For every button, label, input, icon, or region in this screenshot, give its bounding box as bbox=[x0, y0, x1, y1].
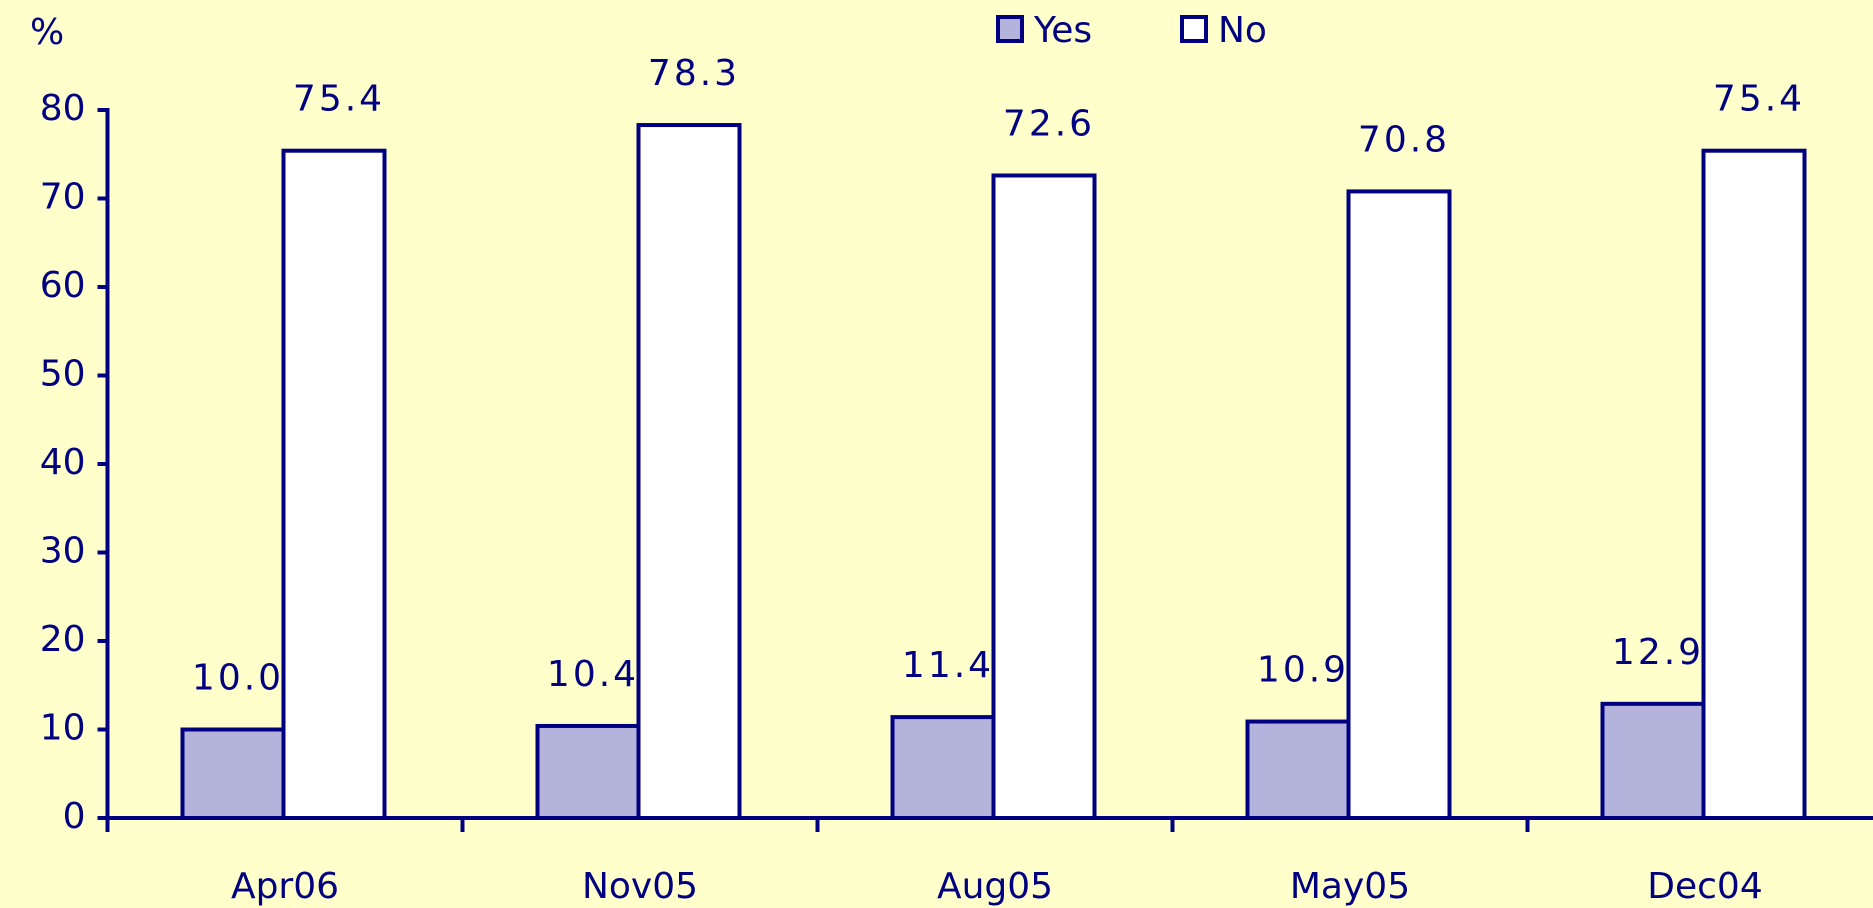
bar bbox=[636, 123, 742, 821]
value-label: 12.9 bbox=[1612, 632, 1704, 673]
value-label: 10.4 bbox=[547, 654, 639, 695]
bar bbox=[281, 148, 387, 820]
y-tick-label: 50 bbox=[40, 354, 86, 395]
bar bbox=[180, 727, 286, 820]
value-label: 10.9 bbox=[1257, 650, 1349, 691]
bar bbox=[1245, 719, 1351, 820]
y-tick-label: 80 bbox=[40, 88, 86, 129]
bar bbox=[1600, 701, 1706, 821]
x-tick-label: Apr06 bbox=[231, 866, 339, 907]
y-tick-label: 70 bbox=[40, 177, 86, 218]
y-tick-label: 20 bbox=[40, 619, 86, 660]
bar bbox=[1701, 148, 1807, 820]
y-tick-label: 0 bbox=[63, 796, 86, 837]
value-label: 75.4 bbox=[293, 79, 385, 120]
bar bbox=[991, 173, 1097, 821]
legend-swatch bbox=[996, 15, 1024, 43]
value-label: 11.4 bbox=[902, 645, 994, 686]
value-label: 75.4 bbox=[1713, 79, 1805, 120]
y-tick-label: 10 bbox=[40, 708, 86, 749]
legend-label: Yes bbox=[1033, 10, 1092, 51]
value-label: 10.0 bbox=[192, 658, 284, 699]
y-tick-label: 60 bbox=[40, 265, 86, 306]
x-tick-label: May05 bbox=[1290, 866, 1410, 907]
value-label: 72.6 bbox=[1003, 103, 1095, 144]
value-label: 78.3 bbox=[648, 53, 740, 94]
legend-swatch bbox=[1180, 15, 1208, 43]
value-label: 70.8 bbox=[1358, 119, 1450, 160]
bar bbox=[535, 723, 641, 821]
legend-label: No bbox=[1218, 10, 1267, 51]
y-tick-label: 40 bbox=[40, 442, 86, 483]
bar bbox=[1346, 189, 1452, 821]
bar bbox=[890, 715, 996, 820]
y-axis-label: % bbox=[30, 12, 64, 53]
x-tick-label: Nov05 bbox=[582, 866, 698, 907]
y-tick-label: 30 bbox=[40, 531, 86, 572]
x-tick-label: Aug05 bbox=[937, 866, 1053, 907]
x-tick-label: Dec04 bbox=[1647, 866, 1762, 907]
